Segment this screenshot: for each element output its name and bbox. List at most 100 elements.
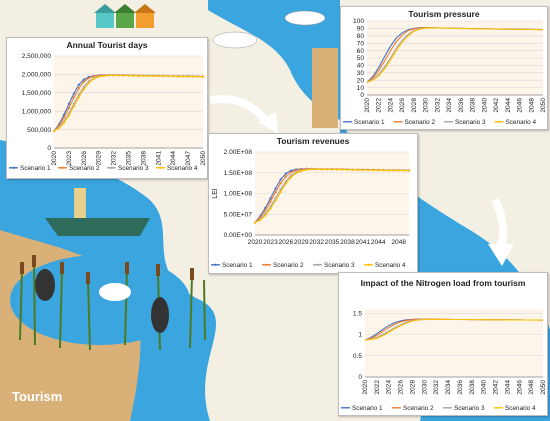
data-point xyxy=(77,83,80,86)
data-point xyxy=(269,197,272,200)
x-tick-label: 2048 xyxy=(391,239,406,246)
y-tick-label: 70 xyxy=(357,40,365,47)
x-tick-label: 2040 xyxy=(481,98,488,113)
data-point xyxy=(274,187,277,190)
data-point xyxy=(147,74,150,78)
x-tick-label: 2050 xyxy=(540,380,547,395)
data-point xyxy=(325,168,328,171)
pier xyxy=(312,48,338,128)
x-tick-label: 2020 xyxy=(364,98,371,113)
chart-title: Tourism pressure xyxy=(408,9,480,19)
legend-label: Scenario 1 xyxy=(354,119,385,126)
data-point xyxy=(72,92,75,95)
data-point xyxy=(201,75,205,78)
boat xyxy=(45,218,150,236)
x-tick-label: 2044 xyxy=(170,151,177,166)
data-point xyxy=(77,93,80,96)
house-2 xyxy=(116,12,134,28)
chart-tourism-pressure: 0 10 20 30 40 50 60 70 80 90 100 2020 2022 2024 2026 20… xyxy=(340,6,548,130)
x-tick-label: 2035 xyxy=(126,151,133,166)
x-tick-label: 2026 xyxy=(399,98,406,113)
y-tick-label: 80 xyxy=(357,33,365,40)
x-tick-label: 2038 xyxy=(470,98,477,113)
data-point xyxy=(162,75,165,78)
x-tick-label: 2020 xyxy=(51,151,58,166)
data-point xyxy=(196,75,200,78)
data-point xyxy=(407,169,411,172)
pelican-1 xyxy=(212,31,258,49)
legend-label: Scenario 2 xyxy=(403,405,434,412)
x-tick-label: 2038 xyxy=(469,380,476,395)
y-tick-label: 20 xyxy=(357,77,365,84)
x-tick-label: 2041 xyxy=(355,239,370,246)
data-point xyxy=(87,76,90,80)
legend-label: Scenario 1 xyxy=(352,405,383,412)
data-point xyxy=(387,169,390,172)
data-point xyxy=(82,85,85,89)
data-point xyxy=(289,169,293,172)
legend-label: Scenario 4 xyxy=(505,405,536,412)
y-tick-label: 1.50E+08 xyxy=(224,170,253,177)
data-point xyxy=(366,168,370,172)
house-1 xyxy=(96,12,114,28)
data-point xyxy=(300,169,303,172)
legend-label: Scenario 1 xyxy=(20,165,51,172)
x-tick-label: 2040 xyxy=(481,380,488,395)
cormorant xyxy=(35,269,55,301)
data-point xyxy=(279,178,282,181)
y-tick-label: 40 xyxy=(357,63,365,70)
data-point xyxy=(52,129,56,133)
y-tick-label: 1,500,000 xyxy=(22,90,52,97)
data-point xyxy=(377,169,380,172)
data-point xyxy=(77,96,80,99)
legend-label: Scenario 3 xyxy=(118,165,149,172)
x-tick-label: 2035 xyxy=(325,239,340,246)
series-line-4 xyxy=(364,318,543,341)
x-tick-label: 2032 xyxy=(433,380,440,395)
data-point xyxy=(157,74,160,78)
chart-svg: 0 500,000 1,000,000 1,500,000 2,000,000 2,500… xyxy=(9,53,207,172)
x-tick-label: 2026 xyxy=(398,380,405,395)
chart-svg: 0 0.5 1 1.5 2020 2022 2024 2026 2028 2030 2032 2034… xyxy=(341,309,547,412)
data-point xyxy=(177,75,180,78)
y-tick-label: 1,000,000 xyxy=(22,108,52,115)
data-point xyxy=(92,77,95,80)
x-tick-label: 2024 xyxy=(386,380,393,395)
y-axis-label: LEI xyxy=(212,188,219,199)
x-tick-label: 2032 xyxy=(309,239,324,246)
x-tick-label: 2046 xyxy=(517,98,524,113)
data-point xyxy=(259,218,262,222)
data-point xyxy=(117,74,120,77)
cormorant-2 xyxy=(151,297,169,333)
data-point xyxy=(336,168,339,171)
x-tick-label: 2048 xyxy=(528,98,535,113)
x-tick-label: 2020 xyxy=(362,380,369,395)
x-tick-label: 2042 xyxy=(493,98,500,113)
data-point xyxy=(142,74,145,77)
data-point xyxy=(305,168,308,171)
y-tick-label: 30 xyxy=(357,70,365,77)
data-point xyxy=(172,75,175,78)
data-point xyxy=(102,74,105,77)
legend-label: Scenario 4 xyxy=(375,262,406,269)
x-tick-label: 2029 xyxy=(96,151,103,166)
y-tick-label: 2.00E+08 xyxy=(224,149,253,156)
data-point xyxy=(264,214,267,217)
data-point xyxy=(289,171,293,174)
legend-label: Scenario 3 xyxy=(455,119,486,126)
data-point xyxy=(284,172,287,175)
legend-label: Scenario 2 xyxy=(405,119,436,126)
house-3 xyxy=(136,12,154,28)
legend-label: Scenario 4 xyxy=(506,119,537,126)
x-tick-label: 2041 xyxy=(155,151,162,166)
x-tick-label: 2047 xyxy=(185,151,192,166)
data-point xyxy=(97,75,100,78)
data-point xyxy=(402,169,405,172)
data-point xyxy=(77,87,80,90)
legend-label: Scenario 3 xyxy=(454,405,485,412)
data-point xyxy=(137,74,140,77)
x-tick-label: 2024 xyxy=(387,98,394,113)
plot-area xyxy=(54,56,203,148)
x-tick-label: 2020 xyxy=(248,239,263,246)
